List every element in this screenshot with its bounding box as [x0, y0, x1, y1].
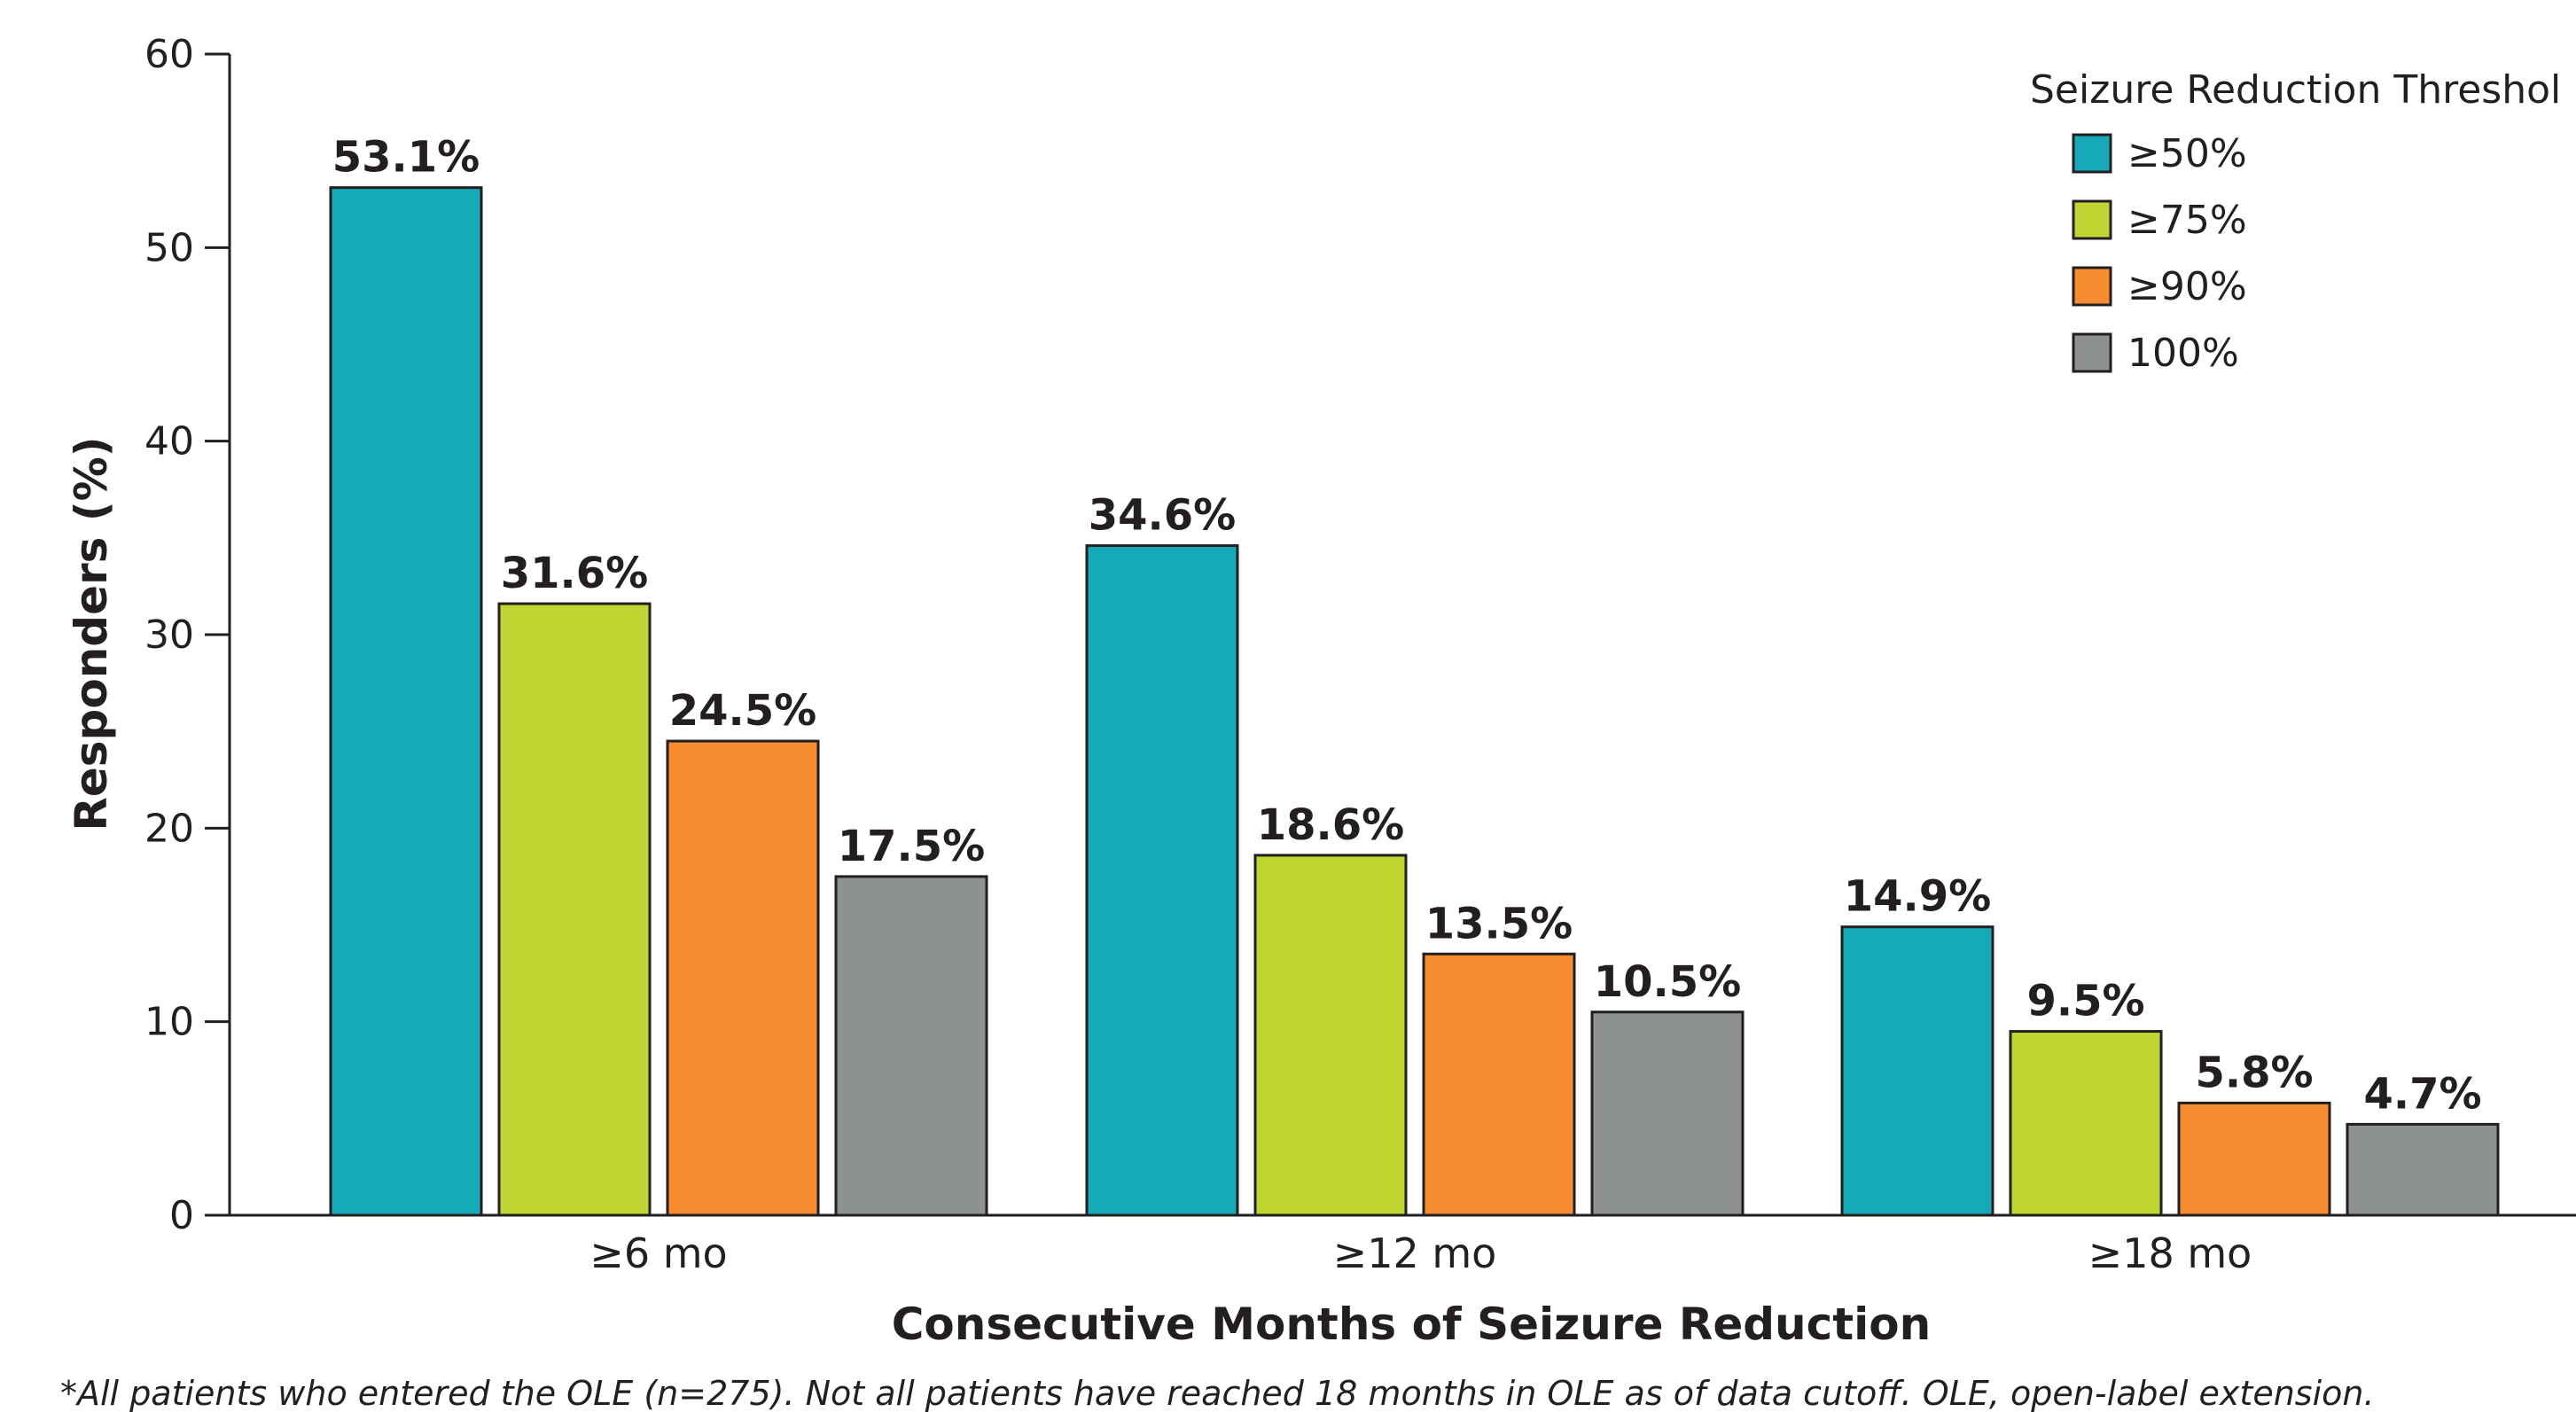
y-tick-label: 60 [144, 32, 194, 77]
bar [1590, 1010, 1745, 1217]
bar [329, 186, 483, 1217]
data-label: 10.5% [1594, 957, 1742, 1007]
data-label: 14.9% [1844, 872, 1992, 922]
bar [2177, 1101, 2331, 1217]
data-label: 4.7% [2363, 1069, 2481, 1119]
bar [1253, 854, 1408, 1217]
legend-label: ≥90% [2127, 264, 2247, 309]
bar [2009, 1030, 2163, 1217]
y-tick-label: 30 [144, 612, 194, 658]
data-label: 53.1% [332, 133, 480, 183]
bar [497, 602, 652, 1217]
bar [1840, 925, 1994, 1217]
legend-swatch [2072, 133, 2112, 174]
legend-swatch [2072, 266, 2112, 307]
legend-label: ≥75% [2127, 198, 2247, 243]
data-label: 24.5% [669, 686, 817, 736]
legend-swatch [2072, 199, 2112, 240]
bar [2346, 1122, 2500, 1217]
x-axis-title: Consecutive Months of Seizure Reduction [892, 1299, 1932, 1350]
bar [1422, 952, 1576, 1217]
y-tick-label: 40 [144, 419, 194, 464]
data-label: 9.5% [2026, 977, 2144, 1026]
value-labels: 53.1% 31.6% 24.5% 17.5% 34.6% 18.6% 13.5% 10.5%… [332, 133, 2482, 1119]
legend-title: Seizure Reduction Threshol [2030, 67, 2561, 113]
y-axis-title: Responders (%) [66, 436, 117, 831]
footnote: *All patients who entered the OLE (n=275… [60, 1374, 2375, 1412]
bar [666, 739, 820, 1217]
data-label: 34.6% [1089, 491, 1237, 541]
y-tick-label: 20 [144, 806, 194, 851]
data-label: 31.6% [501, 549, 649, 598]
legend: Seizure Reduction Threshol ≥50% ≥75% ≥90% 1… [2030, 67, 2561, 376]
data-label: 5.8% [2195, 1048, 2313, 1097]
data-label: 13.5% [1425, 899, 1573, 948]
y-tick-label: 50 [144, 225, 194, 270]
y-tick-label: 10 [144, 1000, 194, 1045]
legend-swatch [2072, 332, 2112, 373]
x-tick-label: ≥6 mo [589, 1229, 727, 1277]
bars [329, 186, 2500, 1217]
x-tick-label: ≥18 mo [2088, 1229, 2252, 1277]
bar [834, 875, 988, 1217]
legend-label: 100% [2127, 331, 2239, 376]
legend-label: ≥50% [2127, 131, 2247, 176]
data-label: 18.6% [1257, 800, 1405, 850]
data-label: 17.5% [838, 822, 986, 871]
axes: 0 10 20 30 40 50 60 ≥6 mo ≥12 mo ≥18 mo [144, 32, 2576, 1277]
x-tick-label: ≥12 mo [1333, 1229, 1497, 1277]
bar [1085, 544, 1239, 1217]
y-tick-label: 0 [169, 1193, 194, 1238]
